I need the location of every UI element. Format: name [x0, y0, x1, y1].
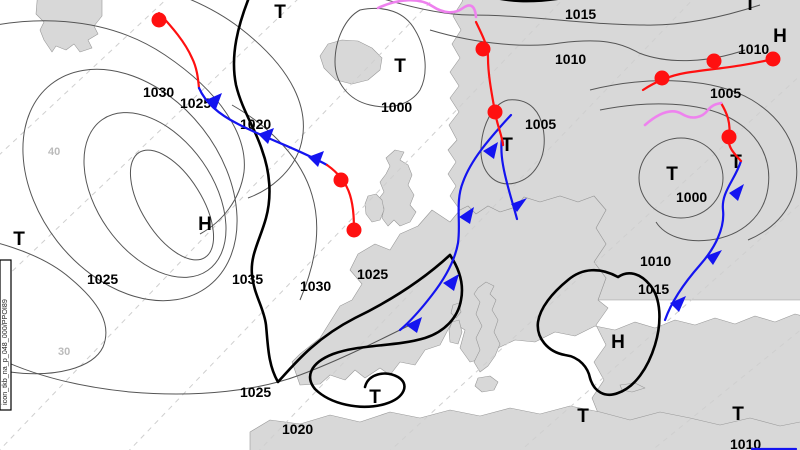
svg-text:1020: 1020 — [240, 116, 271, 132]
svg-text:T: T — [394, 56, 406, 77]
svg-text:T: T — [666, 164, 678, 185]
svg-text:1010: 1010 — [738, 41, 769, 57]
svg-text:40: 40 — [48, 146, 60, 158]
svg-text:30: 30 — [58, 346, 70, 358]
svg-text:1010: 1010 — [640, 253, 671, 269]
svg-text:1025: 1025 — [357, 266, 388, 282]
svg-text:1000: 1000 — [676, 189, 707, 205]
svg-text:1005: 1005 — [710, 85, 741, 101]
svg-text:T: T — [744, 0, 756, 15]
svg-text:T: T — [13, 229, 25, 250]
svg-text:1010: 1010 — [555, 51, 586, 67]
svg-text:1025: 1025 — [180, 95, 211, 111]
svg-text:1035: 1035 — [232, 271, 263, 287]
svg-text:H: H — [773, 26, 787, 47]
svg-text:H: H — [611, 332, 625, 353]
svg-text:1025: 1025 — [87, 271, 118, 287]
svg-text:1005: 1005 — [525, 116, 556, 132]
svg-text:H: H — [198, 214, 212, 235]
svg-text:1025: 1025 — [240, 384, 271, 400]
svg-text:T: T — [577, 406, 589, 427]
svg-text:1020: 1020 — [282, 421, 313, 437]
svg-text:1015: 1015 — [565, 6, 596, 22]
svg-text:T: T — [274, 2, 286, 23]
svg-text:1030: 1030 — [300, 278, 331, 294]
svg-text:1000: 1000 — [381, 99, 412, 115]
svg-text:1030: 1030 — [143, 84, 174, 100]
svg-text:icon_tkb_na_p_048_000/PPOI89: icon_tkb_na_p_048_000/PPOI89 — [0, 299, 9, 405]
svg-text:T: T — [732, 404, 744, 425]
